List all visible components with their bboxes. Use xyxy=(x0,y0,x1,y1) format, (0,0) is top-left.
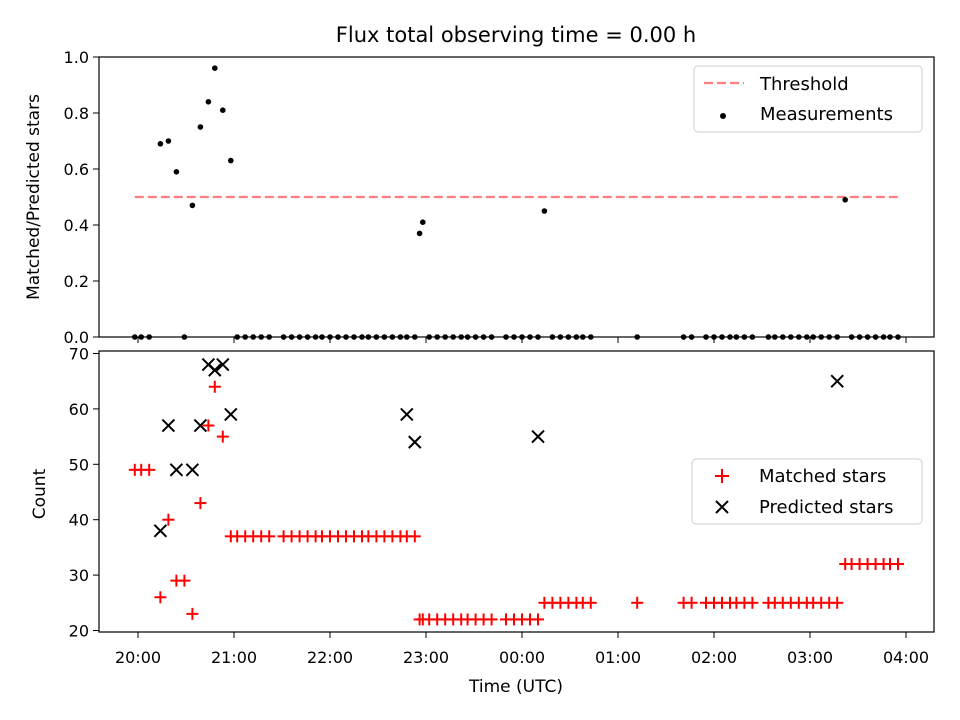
predicted-star-marker xyxy=(408,435,422,449)
matched-star-marker xyxy=(685,596,698,609)
matched-star-marker xyxy=(408,530,421,543)
predicted-star-marker xyxy=(531,429,545,444)
measurement-point xyxy=(420,219,426,225)
predicted-stars-points xyxy=(153,357,844,538)
matched-star-marker xyxy=(892,558,904,571)
top-y-tick-label: 0.2 xyxy=(64,272,89,291)
bottom-y-tick-label: 60 xyxy=(69,400,89,419)
matched-star-marker xyxy=(831,596,844,609)
bottom-y-tick-label: 20 xyxy=(69,622,89,641)
bottom-y-tick-label: 40 xyxy=(69,511,89,530)
measurement-point xyxy=(220,107,226,113)
predicted-star-marker xyxy=(169,463,184,477)
matched-star-marker xyxy=(162,513,175,526)
bottom-y-tick-label: 50 xyxy=(69,455,89,474)
matched-stars-points xyxy=(128,380,904,626)
predicted-star-marker xyxy=(208,363,222,377)
x-tick-label: 04:00 xyxy=(883,648,929,667)
matched-star-marker xyxy=(208,380,221,393)
matched-star-marker xyxy=(186,607,199,620)
x-tick-label: 21:00 xyxy=(211,648,257,667)
matched-star-marker xyxy=(532,613,544,626)
measurement-point xyxy=(205,99,212,105)
measurement-point xyxy=(189,202,196,209)
measurement-point xyxy=(541,208,548,214)
matched-star-marker xyxy=(194,497,207,510)
predicted-star-marker xyxy=(193,418,208,433)
matched-star-marker xyxy=(746,596,759,609)
matched-star-marker xyxy=(631,596,644,609)
matched-star-marker xyxy=(178,574,191,587)
top-y-tick-label: 0.4 xyxy=(64,216,89,235)
bottom-legend-box xyxy=(691,458,923,525)
predicted-star-marker xyxy=(830,374,844,388)
matched-star-marker xyxy=(485,613,498,626)
predicted-star-marker xyxy=(185,463,200,477)
legend-predicted-label: Predicted stars xyxy=(759,497,893,518)
matched-star-marker xyxy=(154,591,167,604)
x-axis-label: Time (UTC) xyxy=(468,677,563,697)
matched-star-marker xyxy=(263,530,276,543)
top-legend: Threshold Measurements xyxy=(693,65,923,133)
top-y-axis: 0.0 0.2 0.4 0.6 0.8 1.0 xyxy=(64,48,99,347)
matched-star-marker xyxy=(143,463,156,476)
legend-matched-label: Matched stars xyxy=(759,466,886,487)
top-legend-box xyxy=(693,65,923,133)
measurement-point xyxy=(416,230,423,237)
bottom-y-axis: 20 30 40 50 60 70 xyxy=(69,345,99,641)
measurement-point xyxy=(173,169,180,175)
legend-measurements-swatch xyxy=(720,113,726,119)
x-axis: 20:00 21:00 22:00 23:00 00:00 01:00 02:00 03:00… xyxy=(115,337,929,667)
legend-threshold-label: Threshold xyxy=(759,74,849,95)
bottom-axes-frame xyxy=(98,350,935,633)
predicted-star-marker xyxy=(161,418,176,433)
top-y-tick-label: 0.6 xyxy=(64,160,89,179)
matched-star-marker xyxy=(216,430,229,443)
measurement-point xyxy=(228,157,234,164)
x-tick-label: 20:00 xyxy=(115,648,161,667)
legend-matched-swatch xyxy=(715,469,729,483)
measurement-point xyxy=(165,138,172,144)
top-y-tick-label: 0.8 xyxy=(64,104,89,123)
legend-measurements-label: Measurements xyxy=(760,104,893,125)
bottom-panel: 20 30 40 50 60 70 20:00 21:00 22:00 23:00 00:00 01… xyxy=(30,337,935,697)
x-tick-label: 00:00 xyxy=(499,648,545,667)
measurement-point xyxy=(157,141,164,147)
measurement-point xyxy=(197,124,204,130)
top-axes-frame xyxy=(98,56,935,338)
x-tick-label: 03:00 xyxy=(787,648,833,667)
top-y-axis-label: Matched/Predicted stars xyxy=(24,94,44,300)
x-tick-label: 22:00 xyxy=(307,648,353,667)
matched-star-marker xyxy=(202,419,215,432)
bottom-y-axis-label: Count xyxy=(30,468,50,519)
x-tick-label: 23:00 xyxy=(403,648,449,667)
predicted-star-marker xyxy=(153,524,168,538)
predicted-star-marker xyxy=(216,357,230,372)
top-y-tick-label: 0.0 xyxy=(64,328,89,347)
legend-predicted-swatch xyxy=(715,500,729,514)
bottom-y-tick-label: 70 xyxy=(69,345,89,364)
measurement-point xyxy=(842,197,848,203)
top-y-tick-label: 1.0 xyxy=(64,48,89,67)
predicted-star-marker xyxy=(224,407,238,422)
x-tick-label: 02:00 xyxy=(691,648,737,667)
top-title: Flux total observing time = 0.00 h xyxy=(336,23,696,47)
bottom-legend: Matched stars Predicted stars xyxy=(691,458,923,525)
x-tick-label: 01:00 xyxy=(595,648,641,667)
predicted-star-marker xyxy=(400,407,414,422)
top-panel: Flux total observing time = 0.00 h 0.00.… xyxy=(24,23,935,347)
bottom-y-tick-label: 30 xyxy=(69,566,89,585)
matched-star-marker xyxy=(584,596,597,609)
measurement-point xyxy=(212,65,218,71)
